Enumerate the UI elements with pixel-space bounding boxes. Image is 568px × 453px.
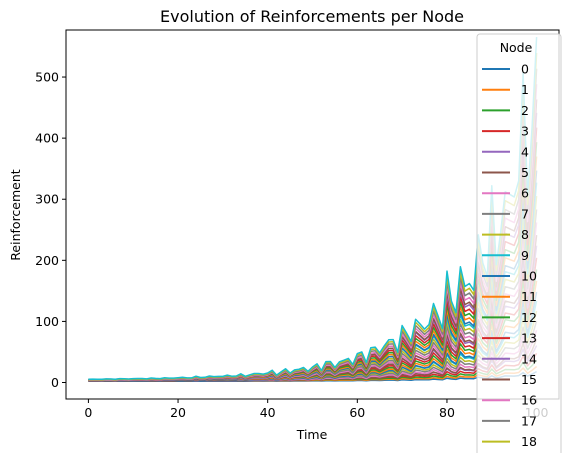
legend-entry-label: 12 bbox=[521, 310, 537, 325]
legend-entry-label: 7 bbox=[521, 206, 529, 221]
legend-box bbox=[477, 34, 561, 453]
y-axis-label: Reinforcement bbox=[8, 169, 23, 260]
y-axis-ticks: 0 100 200 300 400 500 bbox=[35, 70, 66, 390]
series-line bbox=[88, 157, 536, 381]
legend-entry-label: 8 bbox=[521, 227, 529, 242]
y-tick-label: 400 bbox=[35, 131, 59, 146]
legend-entry-label: 18 bbox=[521, 434, 537, 449]
legend-entry-label: 9 bbox=[521, 248, 529, 263]
x-tick-label: 0 bbox=[84, 405, 92, 420]
y-tick-label: 500 bbox=[35, 70, 59, 85]
legend-entry-label: 5 bbox=[521, 165, 529, 180]
legend-entry-label: 6 bbox=[521, 186, 529, 201]
legend-entry-label: 4 bbox=[521, 144, 529, 159]
series-line bbox=[88, 281, 536, 381]
y-tick-label: 300 bbox=[35, 192, 59, 207]
x-tick-label: 40 bbox=[260, 405, 276, 420]
series-layer bbox=[88, 37, 536, 381]
legend-entry-label: 15 bbox=[521, 372, 537, 387]
chart-title: Evolution of Reinforcements per Node bbox=[160, 7, 464, 26]
legend-title: Node bbox=[500, 40, 533, 55]
legend-entry-label: 14 bbox=[521, 351, 537, 366]
series-line bbox=[88, 142, 536, 380]
series-line bbox=[88, 100, 536, 381]
legend-entry-label: 17 bbox=[521, 413, 537, 428]
legend-entry-label: 13 bbox=[521, 331, 537, 346]
x-axis-label: Time bbox=[296, 427, 328, 442]
series-line bbox=[88, 246, 536, 380]
legend-entry-label: 1 bbox=[521, 82, 529, 97]
legend-entry-label: 16 bbox=[521, 393, 537, 408]
legend-entry-label: 10 bbox=[521, 269, 537, 284]
y-tick-label: 200 bbox=[35, 253, 59, 268]
series-line bbox=[88, 53, 536, 380]
series-line bbox=[88, 235, 536, 381]
legend-entry-label: 3 bbox=[521, 124, 529, 139]
legend-entry-label: 2 bbox=[521, 103, 529, 118]
y-tick-label: 0 bbox=[51, 375, 59, 390]
y-tick-label: 100 bbox=[35, 314, 59, 329]
x-tick-label: 60 bbox=[349, 405, 365, 420]
x-tick-label: 80 bbox=[439, 405, 455, 420]
legend-entry-label: 0 bbox=[521, 62, 529, 77]
series-line bbox=[88, 113, 536, 380]
series-line bbox=[88, 209, 536, 380]
x-tick-label: 20 bbox=[170, 405, 186, 420]
legend-entry-label: 11 bbox=[521, 289, 537, 304]
